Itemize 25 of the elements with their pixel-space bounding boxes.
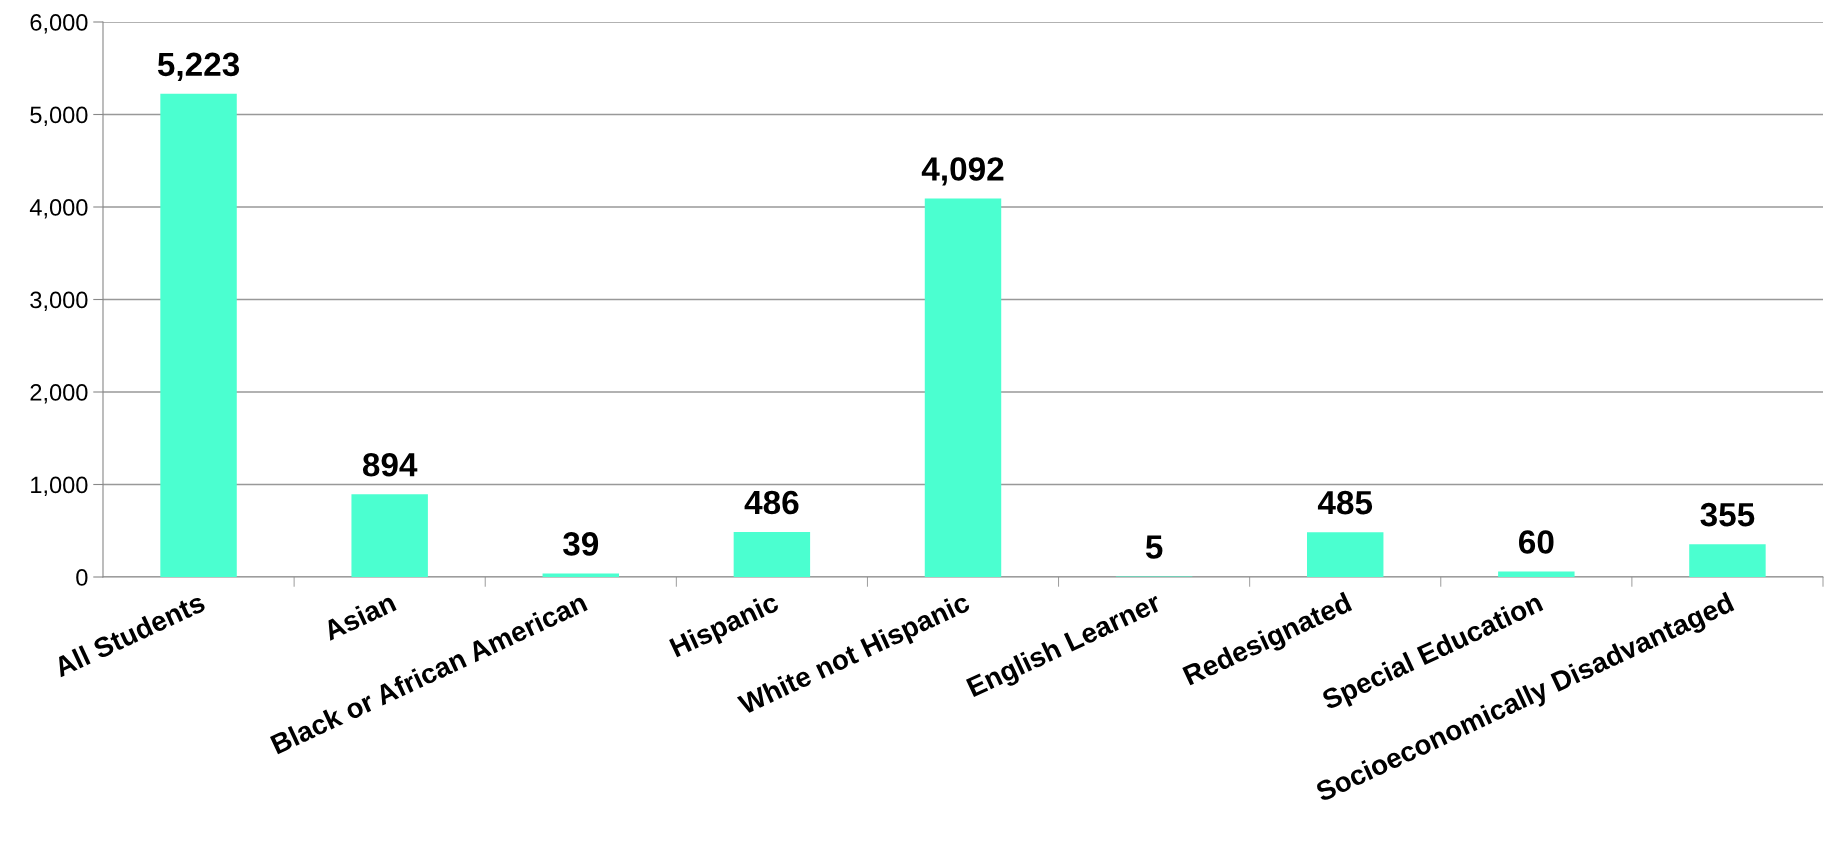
y-tick-label: 2,000: [30, 384, 88, 404]
data-label: 355: [1700, 502, 1755, 527]
data-label: 60: [1519, 530, 1554, 554]
data-label: 4,092: [921, 157, 1004, 186]
bar: [1307, 532, 1384, 577]
y-tick-label: 5,000: [30, 106, 88, 127]
bar: [1689, 544, 1766, 577]
data-label: 894: [362, 453, 418, 477]
bar: [160, 93, 237, 577]
data-label: 486: [744, 490, 799, 515]
bar: [733, 532, 811, 577]
bar: [924, 198, 1002, 577]
y-tick-label: 3,000: [30, 291, 88, 312]
bar: [351, 494, 428, 577]
data-label: 39: [563, 532, 599, 556]
y-tick-label: 1,000: [31, 476, 88, 497]
y-tick-label: 0: [76, 569, 88, 586]
x-tick-label: Asian: [321, 591, 397, 642]
data-label: 485: [1317, 490, 1373, 515]
data-label: 5,223: [157, 52, 240, 82]
bar: [1498, 571, 1575, 577]
data-label: 5: [1145, 535, 1163, 559]
y-tick-label: 4,000: [29, 199, 88, 219]
bar: [542, 573, 619, 577]
y-tick-label: 6,000: [30, 14, 88, 34]
